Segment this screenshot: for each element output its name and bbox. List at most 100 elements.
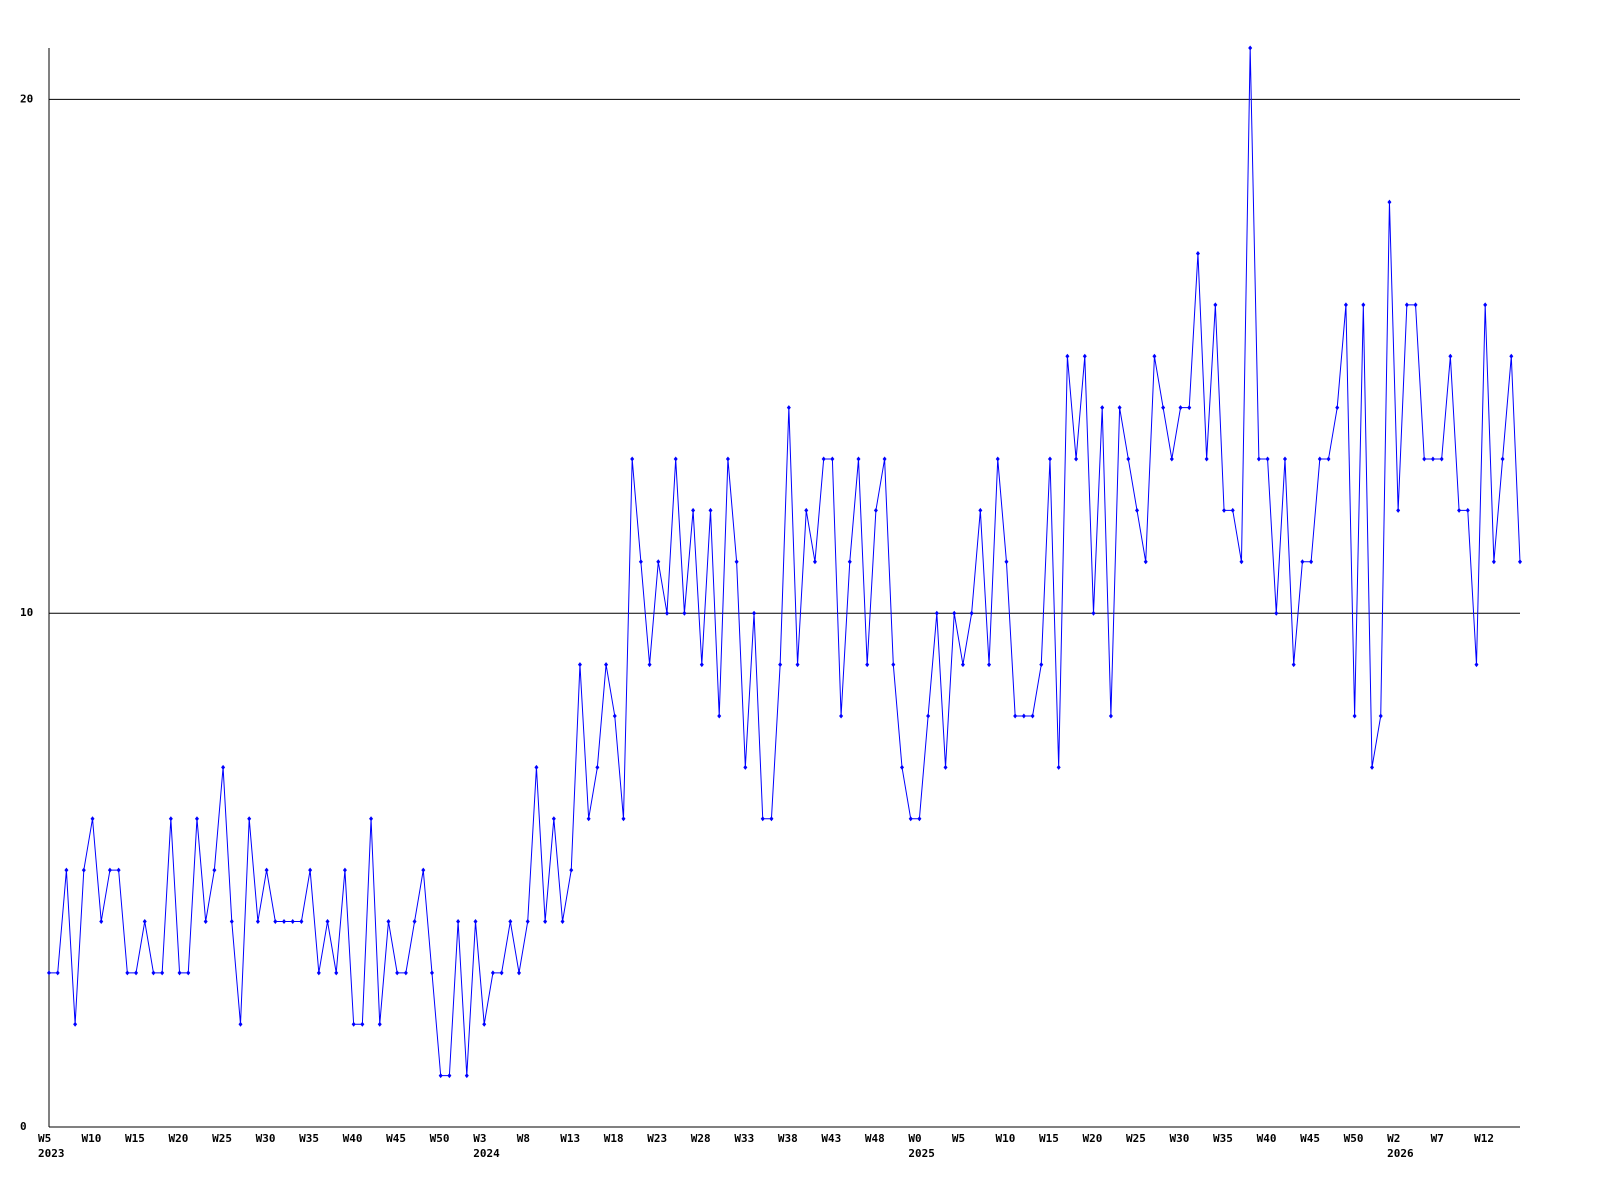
- point-marker: [64, 867, 69, 873]
- point-marker: [586, 816, 591, 822]
- point-marker: [952, 610, 957, 616]
- point-marker: [386, 918, 391, 924]
- x-tick-label: W43: [821, 1132, 841, 1145]
- point-marker: [1291, 662, 1296, 668]
- x-tick-label: W45: [1300, 1132, 1320, 1145]
- point-marker: [221, 764, 226, 770]
- x-tick-label: W5: [952, 1132, 965, 1145]
- point-marker: [116, 867, 121, 873]
- point-marker: [517, 970, 522, 976]
- point-marker: [125, 970, 130, 976]
- point-marker: [429, 970, 434, 976]
- point-marker: [778, 662, 783, 668]
- point-marker: [438, 1073, 443, 1079]
- point-marker: [316, 970, 321, 976]
- point-marker: [1413, 302, 1418, 308]
- point-marker: [1483, 302, 1488, 308]
- point-marker: [995, 456, 1000, 462]
- point-marker: [1100, 405, 1105, 411]
- point-marker: [1491, 559, 1496, 565]
- point-marker: [1274, 610, 1279, 616]
- point-marker: [229, 918, 234, 924]
- point-marker: [177, 970, 182, 976]
- point-marker: [1082, 353, 1087, 359]
- point-marker: [960, 662, 965, 668]
- point-marker: [255, 918, 260, 924]
- point-marker: [795, 662, 800, 668]
- point-marker: [1152, 353, 1157, 359]
- year-label: 2025: [908, 1147, 935, 1160]
- point-marker: [1047, 456, 1052, 462]
- point-marker: [1065, 353, 1070, 359]
- point-marker: [1370, 764, 1375, 770]
- point-marker: [81, 867, 86, 873]
- point-marker: [1222, 507, 1227, 513]
- point-marker: [551, 816, 556, 822]
- point-marker: [699, 662, 704, 668]
- point-marker: [194, 816, 199, 822]
- x-tick-label: W8: [517, 1132, 530, 1145]
- point-marker: [621, 816, 626, 822]
- point-marker: [1474, 662, 1479, 668]
- point-marker: [812, 559, 817, 565]
- x-tick-label: W33: [734, 1132, 754, 1145]
- point-marker: [377, 1021, 382, 1027]
- point-marker: [943, 764, 948, 770]
- x-tick-label: W30: [256, 1132, 276, 1145]
- point-marker: [273, 918, 278, 924]
- x-tick-label: W12: [1474, 1132, 1494, 1145]
- x-tick-label: W0: [908, 1132, 921, 1145]
- point-marker: [482, 1021, 487, 1027]
- point-marker: [421, 867, 426, 873]
- point-marker: [969, 610, 974, 616]
- point-marker: [612, 713, 617, 719]
- point-marker: [247, 816, 252, 822]
- y-tick-label: 20: [20, 92, 33, 105]
- point-marker: [595, 764, 600, 770]
- point-marker: [743, 764, 748, 770]
- x-tick-label: W23: [647, 1132, 667, 1145]
- point-marker: [1074, 456, 1079, 462]
- x-tick-label: W5: [38, 1132, 51, 1145]
- point-marker: [1021, 713, 1026, 719]
- point-marker: [577, 662, 582, 668]
- point-marker: [1126, 456, 1131, 462]
- point-marker: [1030, 713, 1035, 719]
- point-marker: [1169, 456, 1174, 462]
- point-marker: [873, 507, 878, 513]
- x-tick-label: W25: [212, 1132, 232, 1145]
- point-marker: [900, 764, 905, 770]
- point-marker: [1352, 713, 1357, 719]
- point-marker: [1213, 302, 1218, 308]
- point-marker: [1300, 559, 1305, 565]
- year-label: 2024: [473, 1147, 500, 1160]
- point-marker: [1335, 405, 1340, 411]
- point-marker: [168, 816, 173, 822]
- point-marker: [369, 816, 374, 822]
- point-marker: [856, 456, 861, 462]
- point-marker: [1317, 456, 1322, 462]
- point-marker: [1457, 507, 1462, 513]
- point-marker: [1039, 662, 1044, 668]
- point-marker: [325, 918, 330, 924]
- point-marker: [786, 405, 791, 411]
- y-tick-label: 0: [20, 1120, 27, 1133]
- point-marker: [1265, 456, 1270, 462]
- point-marker: [151, 970, 156, 976]
- point-marker: [760, 816, 765, 822]
- point-marker: [664, 610, 669, 616]
- point-marker: [804, 507, 809, 513]
- point-marker: [839, 713, 844, 719]
- point-marker: [351, 1021, 356, 1027]
- point-marker: [1396, 507, 1401, 513]
- series-line: [49, 47, 1521, 1077]
- point-marker: [1378, 713, 1383, 719]
- point-marker: [464, 1073, 469, 1079]
- x-tick-label: W50: [430, 1132, 450, 1145]
- point-marker: [282, 918, 287, 924]
- point-marker: [987, 662, 992, 668]
- point-marker: [656, 559, 661, 565]
- point-marker: [917, 816, 922, 822]
- point-marker: [1161, 405, 1166, 411]
